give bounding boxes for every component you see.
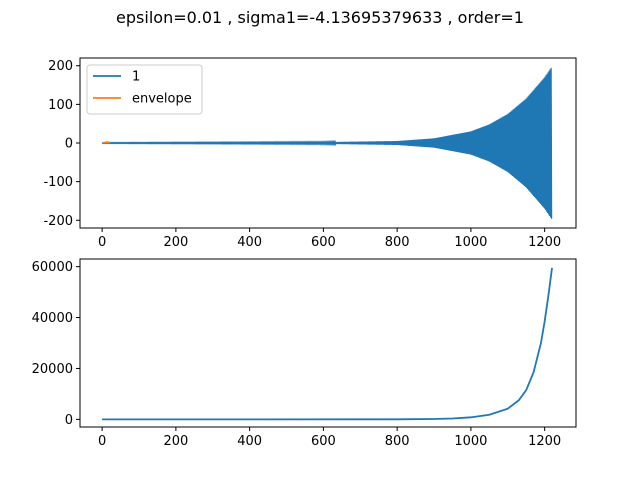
top-axes: 0 200 400 600 800 1000 1200 -200 -100 0 100 200 1 … [43, 57, 577, 250]
top-x-tick-label: 600 [311, 235, 336, 250]
top-x-ticks: 0 200 400 600 800 1000 1200 [98, 228, 561, 250]
bottom-y-tick-label: 20000 [32, 362, 73, 377]
series-1-line [101, 67, 553, 219]
bottom-x-tick-label: 400 [237, 434, 262, 449]
bottom-x-tick-label: 1200 [528, 434, 561, 449]
top-x-tick-label: 200 [163, 235, 188, 250]
legend-label-envelope: envelope [132, 92, 192, 107]
bottom-y-tick-label: 0 [65, 413, 73, 428]
legend-box [86, 64, 203, 115]
top-x-tick-label: 1000 [454, 235, 487, 250]
bottom-plot-area [102, 267, 553, 421]
figure-title: epsilon=0.01 , sigma1=-4.13695379633 , o… [116, 8, 524, 27]
top-y-tick-label: 200 [48, 59, 73, 74]
top-y-tick-label: 0 [65, 137, 73, 152]
top-x-tick-label: 1200 [528, 235, 561, 250]
legend-label-series-1: 1 [132, 70, 140, 85]
bottom-x-tick-label: 0 [98, 434, 106, 449]
top-x-tick-label: 0 [98, 235, 106, 250]
legend: 1 envelope [86, 64, 203, 115]
bottom-x-ticks: 0 200 400 600 800 1000 1200 [98, 427, 561, 449]
bottom-x-tick-label: 1000 [454, 434, 487, 449]
top-y-tick-label: 100 [48, 98, 73, 113]
envelope-line [102, 141, 110, 144]
top-y-ticks: -200 -100 0 100 200 [43, 59, 80, 229]
bottom-axes-frame [79, 258, 577, 428]
bottom-y-ticks: 0 20000 40000 60000 [32, 260, 80, 428]
bottom-y-tick-label: 60000 [32, 260, 73, 275]
bottom-x-tick-label: 600 [311, 434, 336, 449]
top-y-tick-label: -200 [43, 214, 73, 229]
bottom-x-tick-label: 800 [385, 434, 410, 449]
top-y-tick-label: -100 [43, 175, 73, 190]
top-plot-area [101, 67, 553, 219]
bottom-y-tick-label: 40000 [32, 311, 73, 326]
top-x-tick-label: 400 [237, 235, 262, 250]
growth-curve-line [102, 267, 553, 421]
top-x-tick-label: 800 [385, 235, 410, 250]
bottom-axes: 0 200 400 600 800 1000 1200 0 20000 40000 60000 [32, 258, 577, 449]
bottom-x-tick-label: 200 [163, 434, 188, 449]
